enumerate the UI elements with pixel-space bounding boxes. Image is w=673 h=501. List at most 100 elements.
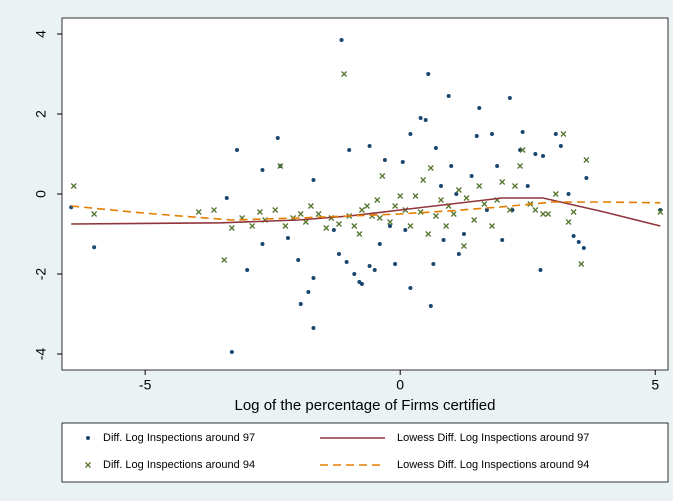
legend bbox=[61, 422, 669, 483]
point bbox=[576, 240, 581, 244]
y-tick-label: 4 bbox=[33, 30, 49, 38]
point bbox=[558, 144, 563, 148]
point bbox=[532, 207, 539, 213]
point bbox=[374, 197, 381, 203]
point bbox=[195, 209, 202, 215]
point bbox=[481, 201, 488, 207]
point bbox=[229, 350, 234, 354]
point bbox=[583, 157, 590, 163]
point bbox=[249, 223, 256, 229]
point bbox=[454, 192, 459, 196]
point bbox=[311, 178, 316, 182]
point bbox=[565, 219, 572, 225]
point bbox=[538, 268, 543, 272]
point bbox=[450, 211, 457, 217]
x-tick-label: 0 bbox=[396, 377, 404, 393]
point bbox=[545, 211, 552, 217]
point bbox=[367, 264, 372, 268]
point bbox=[228, 225, 235, 231]
point bbox=[512, 183, 518, 189]
point bbox=[433, 146, 438, 150]
point bbox=[256, 209, 263, 215]
point bbox=[571, 234, 576, 238]
y-tick-label: 2 bbox=[33, 110, 49, 118]
point bbox=[393, 262, 398, 266]
point bbox=[351, 223, 358, 229]
point bbox=[359, 282, 364, 286]
point bbox=[500, 238, 505, 242]
y-tick-label: -2 bbox=[33, 268, 49, 281]
point bbox=[477, 106, 482, 110]
y-tick-label: 0 bbox=[33, 190, 49, 198]
point bbox=[443, 223, 450, 229]
point bbox=[476, 183, 483, 189]
y-tick-label: -4 bbox=[33, 348, 49, 361]
point bbox=[277, 163, 284, 169]
x-axis-label: Log of the percentage of Firms certified bbox=[235, 397, 496, 414]
point bbox=[285, 236, 290, 240]
legend-label: Diff. Log Inspections around 97 bbox=[103, 432, 255, 444]
point bbox=[446, 94, 451, 98]
point bbox=[427, 165, 434, 171]
point bbox=[260, 242, 265, 246]
point bbox=[578, 261, 585, 267]
point bbox=[387, 224, 392, 228]
point bbox=[70, 183, 77, 189]
point bbox=[456, 252, 461, 256]
point bbox=[507, 96, 512, 100]
point bbox=[517, 163, 524, 169]
point bbox=[417, 209, 424, 215]
point bbox=[520, 130, 525, 134]
point bbox=[490, 132, 495, 136]
point bbox=[307, 203, 314, 209]
point bbox=[224, 196, 229, 200]
point bbox=[297, 211, 304, 217]
point bbox=[352, 272, 357, 276]
point bbox=[525, 184, 530, 188]
point bbox=[336, 252, 341, 256]
legend-label: Lowess Diff. Log Inspections around 97 bbox=[397, 432, 589, 444]
point bbox=[441, 238, 446, 242]
point bbox=[423, 118, 428, 122]
point bbox=[358, 207, 365, 213]
point bbox=[426, 72, 431, 76]
point bbox=[449, 164, 454, 168]
point bbox=[331, 228, 336, 232]
point bbox=[584, 176, 589, 180]
point bbox=[533, 152, 538, 156]
point bbox=[455, 187, 462, 193]
point bbox=[377, 242, 382, 246]
x-tick-label: -5 bbox=[139, 377, 152, 393]
point bbox=[379, 173, 386, 179]
point bbox=[553, 132, 558, 136]
point bbox=[438, 197, 444, 203]
point bbox=[540, 211, 546, 217]
point bbox=[260, 168, 265, 172]
legend-key bbox=[85, 462, 91, 468]
point bbox=[570, 209, 577, 215]
point bbox=[234, 148, 239, 152]
x-tick-label: 5 bbox=[651, 377, 659, 393]
point bbox=[463, 195, 470, 201]
point bbox=[403, 228, 408, 232]
point bbox=[412, 193, 419, 199]
point bbox=[397, 193, 404, 199]
point bbox=[471, 217, 478, 223]
point bbox=[407, 223, 414, 229]
point bbox=[657, 209, 664, 215]
point bbox=[245, 268, 250, 272]
point bbox=[302, 219, 309, 225]
point bbox=[566, 192, 571, 196]
point bbox=[339, 38, 344, 42]
point bbox=[92, 245, 97, 250]
point bbox=[91, 211, 98, 217]
point bbox=[311, 326, 316, 330]
point bbox=[541, 154, 546, 158]
point bbox=[367, 144, 372, 148]
point bbox=[298, 302, 303, 306]
point bbox=[341, 71, 348, 77]
point bbox=[439, 184, 444, 188]
point bbox=[461, 243, 467, 249]
point bbox=[581, 246, 586, 250]
